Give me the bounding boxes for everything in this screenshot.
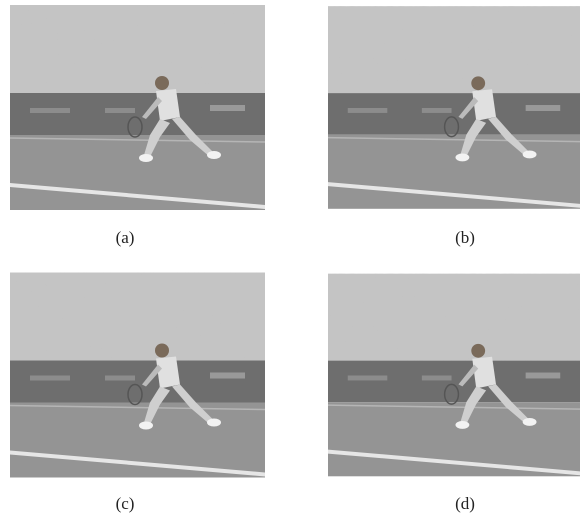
photo <box>328 274 580 477</box>
photo <box>10 273 265 478</box>
photo <box>328 6 580 209</box>
caption: (c) <box>116 494 135 513</box>
photo <box>10 5 265 210</box>
caption: (a) <box>116 228 135 247</box>
caption: (b) <box>455 228 475 247</box>
caption: (d) <box>455 494 475 513</box>
